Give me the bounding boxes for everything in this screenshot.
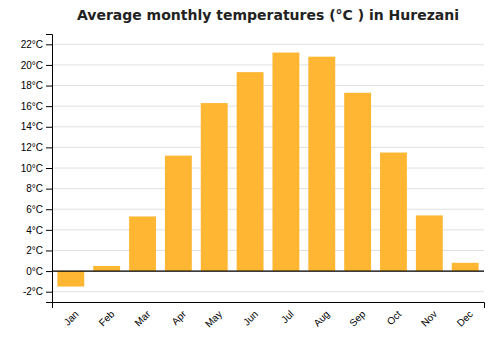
grid-line	[52, 147, 484, 148]
y-tick: 16°C	[21, 101, 52, 112]
y-tick-label: 22°C	[21, 39, 43, 50]
x-axis-line	[53, 303, 485, 309]
y-tick-label: 2°C	[26, 245, 43, 256]
y-tick-label: 0°C	[26, 266, 43, 277]
x-tick: Apr	[169, 308, 188, 327]
y-tick-label: 6°C	[26, 204, 43, 215]
bar	[416, 215, 443, 271]
x-tick-label: Dec	[455, 308, 475, 328]
grid-line	[52, 64, 484, 65]
x-tick-label: Sep	[347, 308, 368, 329]
y-tick: -2°C	[23, 286, 52, 297]
x-tick: Dec	[455, 308, 475, 328]
grid-line	[52, 106, 484, 107]
y-tick-mark	[46, 65, 52, 66]
y-tick: 8°C	[26, 183, 52, 194]
x-axis: Jan Feb Mar Apr May Jun Jul Aug Sep Oct Nov Dec	[53, 303, 485, 330]
bar	[308, 57, 335, 271]
x-tick-label: May	[203, 308, 224, 329]
title: Average monthly temperatures (°C ) in Hu…	[77, 7, 459, 23]
y-tick-mark	[46, 147, 52, 148]
x-tick: Jun	[241, 308, 260, 327]
x-tick-label: Feb	[97, 308, 117, 328]
y-tick-mark	[46, 168, 52, 169]
x-tick-label: Apr	[169, 308, 188, 327]
bar	[57, 271, 84, 286]
y-tick: 14°C	[21, 121, 52, 132]
x-tick: Oct	[385, 308, 404, 327]
y-tick: 0°C	[26, 266, 52, 277]
y-tick-label: 14°C	[21, 121, 43, 132]
grid-line	[52, 168, 484, 169]
x-tick: May	[203, 308, 224, 329]
grid-line	[52, 271, 484, 272]
y-tick-label: 10°C	[21, 163, 43, 174]
grid-line	[52, 209, 484, 210]
grid	[52, 44, 484, 291]
plot: -2°C 0°C 2°C 4°C 6°C 8°C 10°C 12°C 14°C 16°C 18°C 2…	[21, 35, 485, 330]
y-tick: 18°C	[21, 80, 52, 91]
bar	[165, 156, 192, 271]
y-tick-label: 8°C	[26, 183, 43, 194]
y-tick-mark	[46, 209, 52, 210]
y-axis-line	[46, 35, 53, 303]
y-tick-mark	[46, 271, 52, 272]
y-tick-mark	[46, 189, 52, 190]
bar	[272, 53, 299, 272]
x-tick-label: Jul	[279, 308, 296, 325]
y-tick-label: 18°C	[21, 80, 43, 91]
grid-line	[52, 188, 484, 189]
x-tick: Sep	[347, 308, 368, 329]
x-tick-label: Oct	[385, 308, 404, 327]
y-tick: 22°C	[21, 39, 52, 50]
bar	[452, 263, 479, 271]
grid-line	[52, 85, 484, 86]
bar	[93, 266, 120, 271]
y-tick-label: -2°C	[23, 286, 43, 297]
bar	[237, 72, 264, 271]
bar	[129, 216, 156, 271]
baseline	[52, 270, 484, 271]
bars	[52, 53, 484, 287]
y-tick: 10°C	[21, 163, 52, 174]
x-tick-label: Mar	[132, 308, 152, 328]
bar	[201, 103, 228, 271]
x-tick: Aug	[311, 308, 331, 328]
x-tick: Jan	[62, 308, 81, 327]
x-tick: Nov	[419, 308, 439, 328]
y-tick: 20°C	[21, 60, 52, 71]
y-tick-mark	[46, 86, 52, 87]
y-tick-mark	[46, 127, 52, 128]
y-axis: -2°C 0°C 2°C 4°C 6°C 8°C 10°C 12°C 14°C 16°C 18°C 2…	[21, 35, 53, 303]
grid-line	[52, 126, 484, 127]
y-tick: 2°C	[26, 245, 52, 256]
bar	[380, 153, 407, 272]
y-tick-mark	[46, 230, 52, 231]
chart: -2°C 0°C 2°C 4°C 6°C 8°C 10°C 12°C 14°C 16°C 18°C 2…	[0, 0, 500, 350]
y-tick: 6°C	[26, 204, 52, 215]
y-tick-mark	[46, 250, 52, 251]
x-tick: Jul	[279, 308, 296, 325]
y-tick-label: 12°C	[21, 142, 43, 153]
x-tick-label: Nov	[419, 308, 439, 328]
y-tick: 4°C	[26, 225, 52, 236]
bar	[344, 93, 371, 271]
x-tick-label: Jan	[62, 308, 81, 327]
grid-line	[52, 44, 484, 45]
x-tick: Feb	[97, 308, 117, 328]
y-tick-mark	[46, 292, 52, 293]
x-tick-label: Aug	[311, 308, 331, 328]
x-tick-label: Jun	[241, 308, 260, 327]
grid-line	[52, 291, 484, 292]
y-tick: 12°C	[21, 142, 52, 153]
y-tick-mark	[46, 106, 52, 107]
y-tick-label: 16°C	[21, 101, 43, 112]
y-tick-mark	[46, 44, 52, 45]
x-tick: Mar	[132, 308, 152, 328]
y-tick-label: 4°C	[26, 225, 43, 236]
y-tick-label: 20°C	[21, 60, 43, 71]
